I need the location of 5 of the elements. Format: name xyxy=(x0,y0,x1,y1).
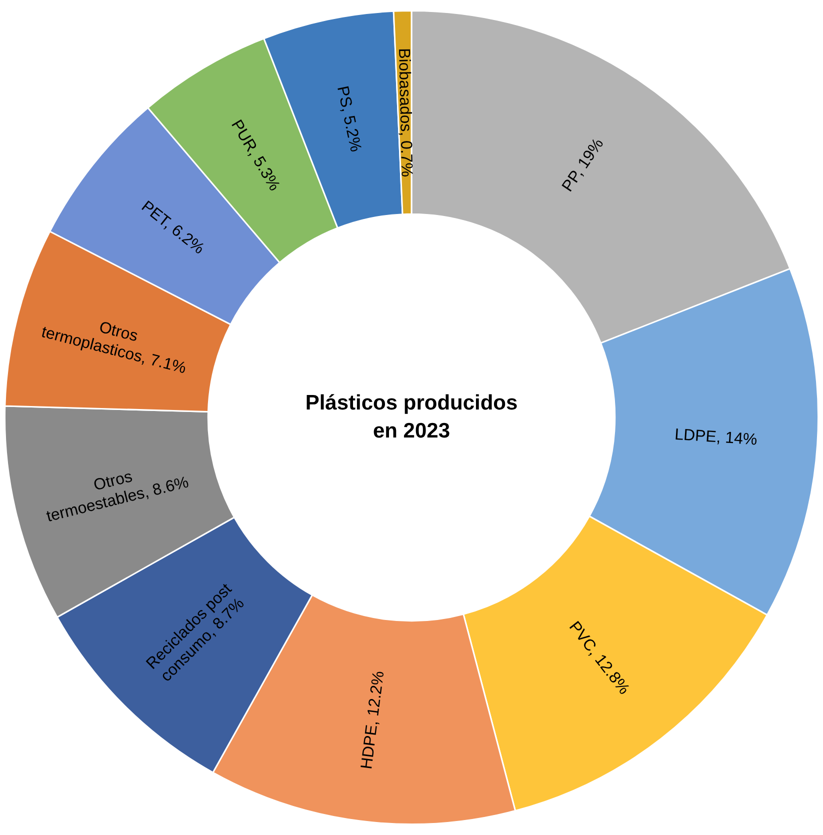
text: Plásticos producidos en 2023 xyxy=(305,391,518,442)
slice-label: Biobasados, 0.7% xyxy=(394,48,415,178)
slice-label: PS, 5.2% xyxy=(333,84,364,154)
slice-label: LDPE, 14% xyxy=(674,426,758,449)
slice-label: HDPE, 12.2% xyxy=(358,670,388,770)
